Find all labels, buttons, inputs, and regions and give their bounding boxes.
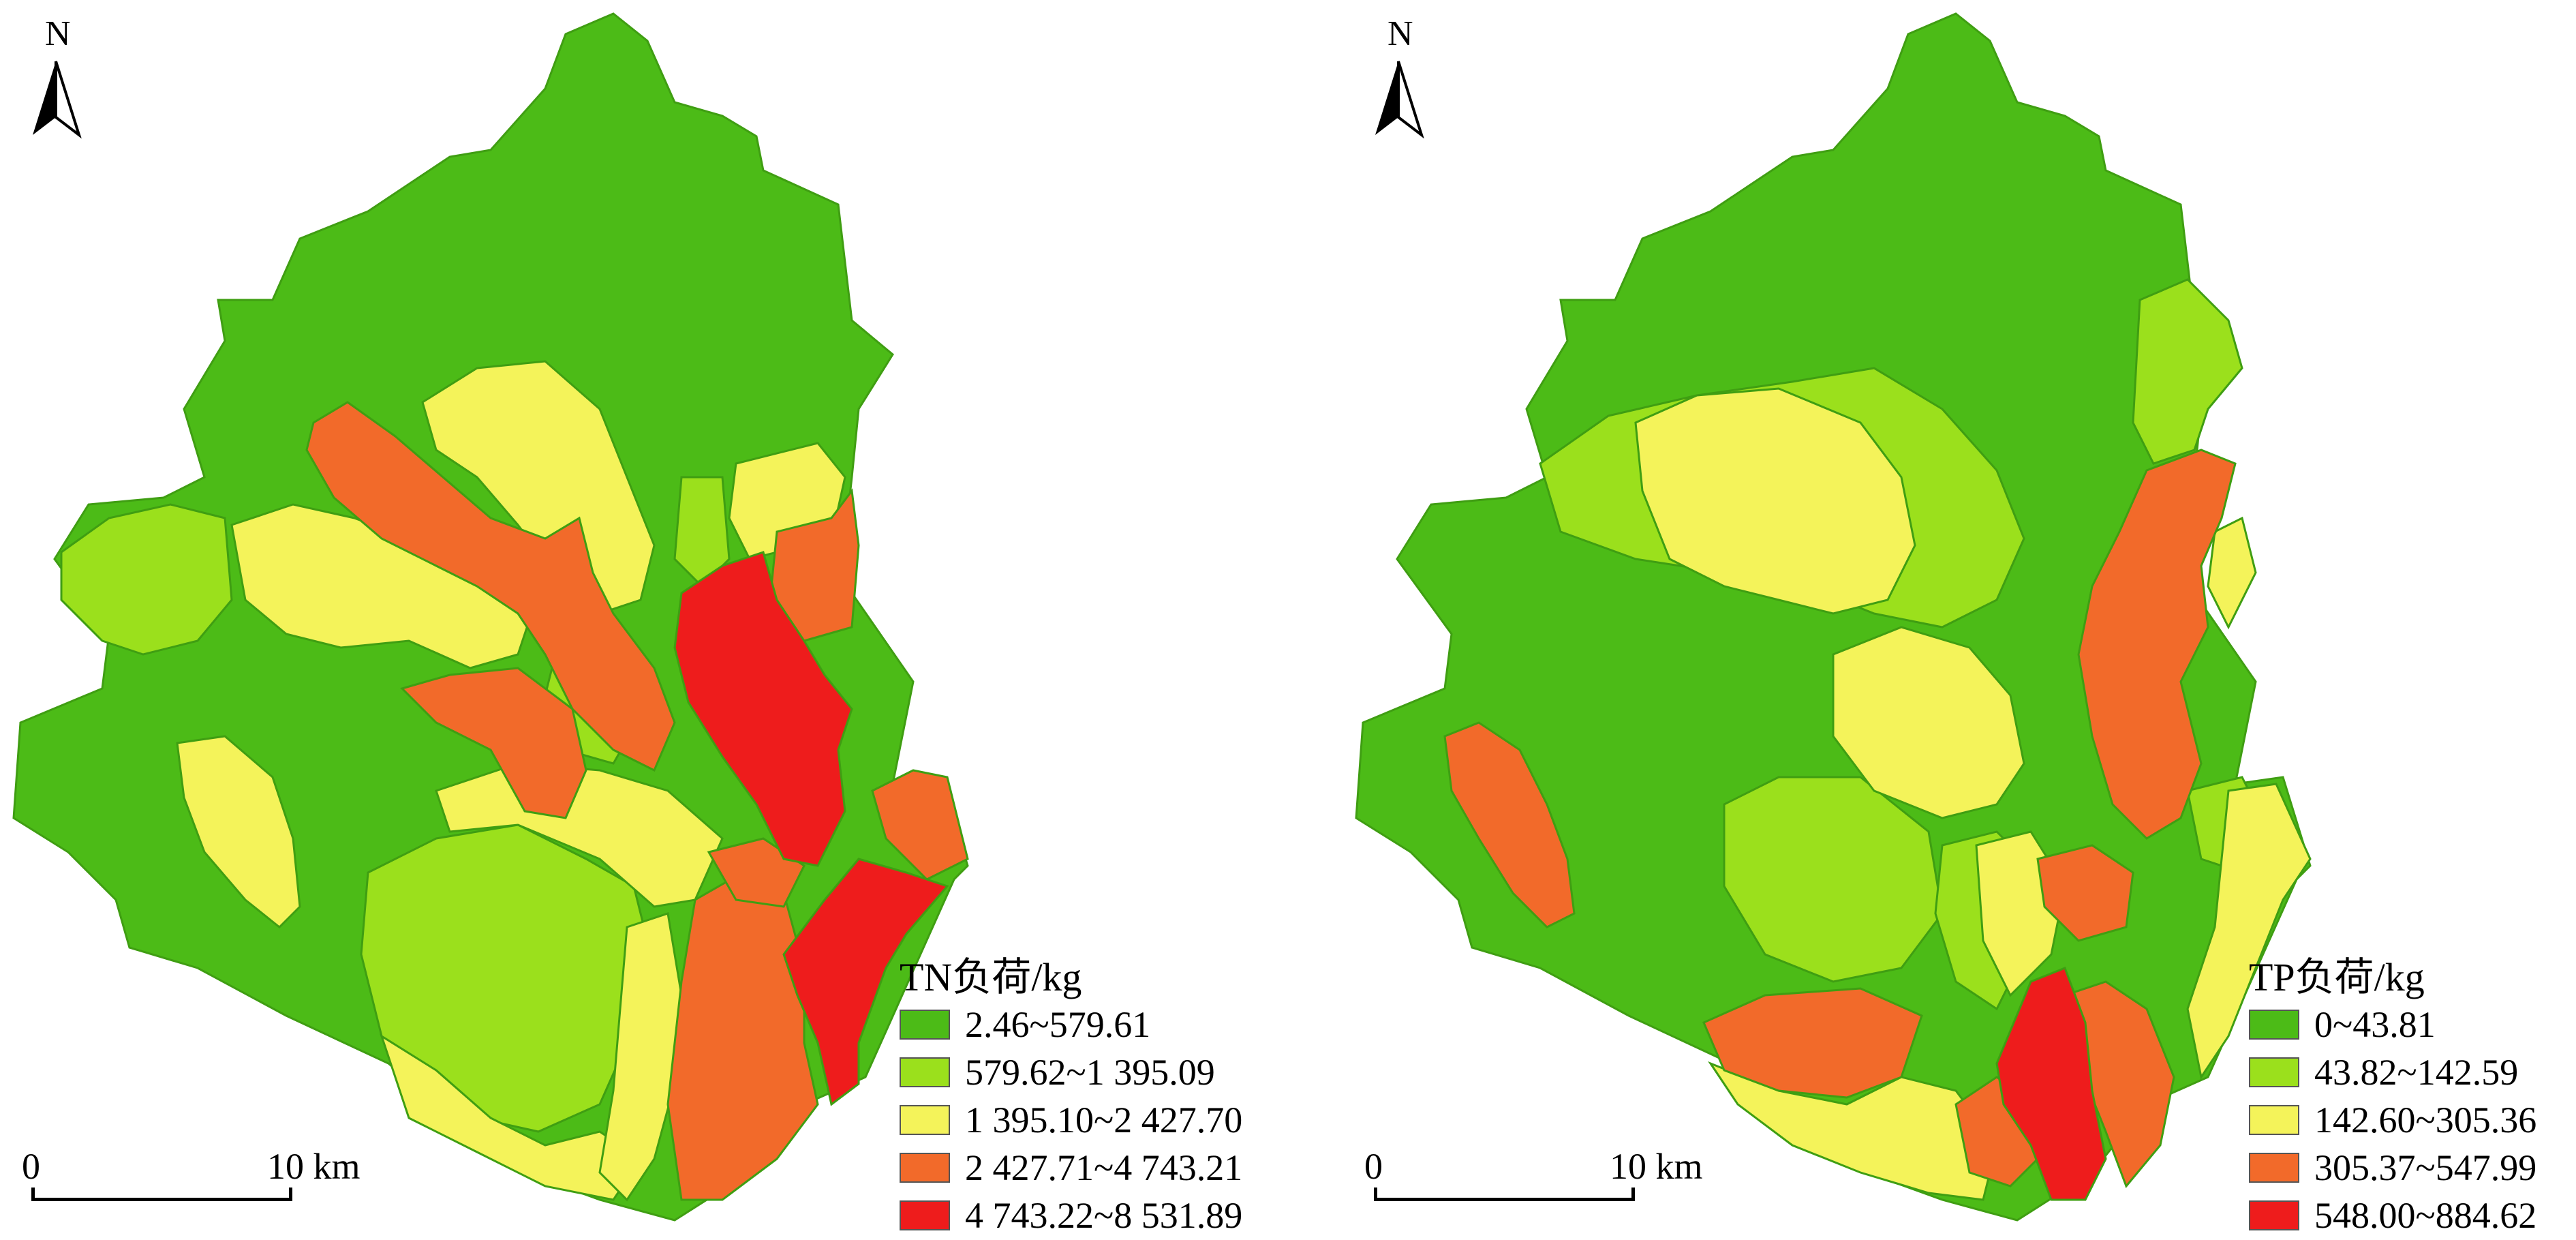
tn-zone-interior-yellow	[176, 735, 301, 929]
north-arrow-icon	[1375, 61, 1424, 139]
legend-label: 43.82~142.59	[2314, 1052, 2519, 1093]
scale-end-label: 10 km	[267, 1146, 361, 1187]
legend-row: 1 395.10~2 427.70	[900, 1096, 1242, 1144]
legend-label: 548.00~884.62	[2314, 1195, 2537, 1236]
tn-zone-northcentre-yellow	[421, 360, 656, 615]
legend-swatch	[2249, 1153, 2299, 1183]
north-label: N	[1387, 14, 1413, 53]
legend-row: 548.00~884.62	[2249, 1192, 2536, 1239]
tp-zone-centre-orange	[2036, 844, 2134, 942]
tp-map-panel: N 0 10 km TP负荷/kg 0~43.81 43.82~142.59 1…	[1343, 0, 2576, 1240]
tn-legend: TN负荷/kg 2.46~579.61 579.62~1 395.09 1 39…	[900, 954, 1242, 1239]
scale-tick-start	[1374, 1188, 1377, 1201]
scale-line	[33, 1198, 290, 1201]
legend-label: 1 395.10~2 427.70	[965, 1100, 1243, 1140]
legend-label: 4 743.22~8 531.89	[965, 1195, 1243, 1236]
legend-row: 43.82~142.59	[2249, 1048, 2536, 1096]
legend-row: 579.62~1 395.09	[900, 1048, 1242, 1096]
legend-row: 2 427.71~4 743.21	[900, 1144, 1242, 1192]
legend-label: 2 427.71~4 743.21	[965, 1147, 1243, 1188]
tp-zone-east-yellow	[2207, 516, 2257, 630]
tp-zone-north-orange	[2077, 449, 2237, 840]
scale-end-label: 10 km	[1610, 1146, 1703, 1187]
north-label: N	[45, 14, 71, 53]
legend-label: 0~43.81	[2314, 1004, 2436, 1045]
legend-swatch	[2249, 1105, 2299, 1135]
legend-row: 2.46~579.61	[900, 1001, 1242, 1048]
tp-zone-southwest-orange	[1702, 987, 1923, 1099]
legend-label: 142.60~305.36	[2314, 1100, 2537, 1140]
legend-row: 305.37~547.99	[2249, 1144, 2536, 1192]
tn-zone-east-orange	[871, 769, 969, 881]
legend-swatch	[900, 1200, 950, 1230]
tp-zone-northwest-yellow	[1634, 387, 1916, 615]
tn-map-panel: N 0 10 km TN负荷/kg 2.46~579.61 579.62~1 3…	[12, 12, 1242, 1239]
legend-title: TN负荷/kg	[900, 955, 1082, 999]
legend-label: 2.46~579.61	[965, 1004, 1151, 1045]
tn-zone-west-yellow	[230, 503, 533, 669]
tp-zone-southeast-yellow	[2186, 783, 2312, 1080]
scale-start-label: 0	[1364, 1146, 1383, 1187]
tn-zone-southeast-red	[782, 858, 949, 1106]
legend-row: 142.60~305.36	[2249, 1096, 2536, 1144]
tn-zone-central-red	[673, 551, 853, 867]
tn-zone-centre-orange	[707, 837, 806, 908]
tp-zone-west-orange	[1443, 721, 1576, 928]
legend-label: 579.62~1 395.09	[965, 1052, 1215, 1093]
tn-watershed-map	[12, 12, 969, 1222]
legend-row: 0~43.81	[2249, 1001, 2536, 1048]
scale-line	[1375, 1198, 1633, 1201]
legend-row: 4 743.22~8 531.89	[900, 1192, 1242, 1239]
legend-label: 305.37~547.99	[2314, 1147, 2537, 1188]
legend-swatch	[2249, 1010, 2299, 1040]
legend-swatch	[900, 1105, 950, 1135]
tp-zone-centre-yellow	[1832, 626, 2025, 819]
scale-start-label: 0	[22, 1146, 40, 1187]
legend-swatch	[900, 1057, 950, 1087]
tp-zone-northeast-lightgreen	[2132, 278, 2243, 465]
tp-legend: TP负荷/kg 0~43.81 43.82~142.59 142.60~305.…	[2249, 954, 2536, 1239]
north-arrow-icon	[33, 61, 82, 139]
tn-zone-middle-orange	[400, 667, 587, 819]
tn-zone-west-lightgreen	[60, 503, 233, 656]
scale-tick-end	[1631, 1188, 1635, 1201]
tn-zone-southmid-yellow	[598, 912, 683, 1202]
tp-watershed-map	[1355, 12, 2312, 1222]
tn-zone-northwest-orange	[305, 401, 676, 772]
scale-tick-start	[31, 1188, 35, 1201]
legend-title: TP负荷/kg	[2249, 955, 2425, 999]
tp-zone-south-red	[1995, 967, 2107, 1201]
tp-zone-southwest-lightgreen	[1723, 776, 1944, 983]
legend-swatch	[2249, 1057, 2299, 1087]
legend-swatch	[900, 1153, 950, 1183]
scale-tick-end	[289, 1188, 292, 1201]
legend-swatch	[2249, 1200, 2299, 1230]
legend-swatch	[900, 1010, 950, 1040]
